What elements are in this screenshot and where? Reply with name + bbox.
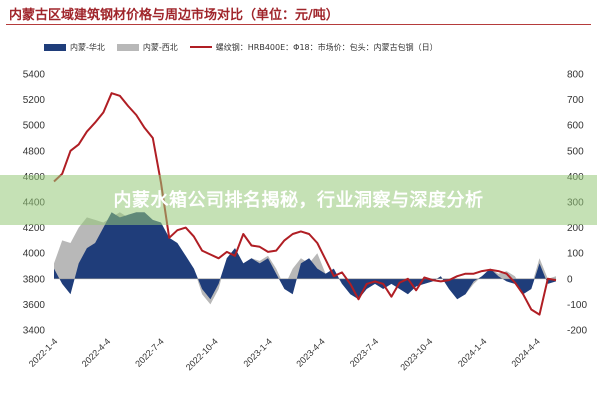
x-tick-label: 2024-4-4 <box>509 336 542 369</box>
right-tick-label: 700 <box>567 95 584 106</box>
legend-swatch-price <box>189 46 212 48</box>
legend: 内蒙-华北 内蒙-西北 螺纹钢：HRB400E：Φ18：市场价：包头：内蒙古包钢… <box>44 40 450 54</box>
left-tick-label: 3400 <box>23 326 46 337</box>
legend-swatch-north <box>44 43 66 51</box>
x-tick-label: 2024-1-4 <box>456 336 489 369</box>
left-tick-label: 5400 <box>23 70 46 81</box>
right-tick-label: 500 <box>567 146 584 157</box>
chart-title: 内蒙古区域建筑钢材价格与周边市场对比（单位：元/吨） <box>9 8 339 23</box>
legend-item-price: 螺纹钢：HRB400E：Φ18：市场价：包头：内蒙古包钢（日） <box>189 42 438 53</box>
x-axis: 2022-1-4 2022-4-4 2022-7-4 2022-10-4 2023-1-… <box>27 336 542 372</box>
right-tick-label: 600 <box>567 121 584 132</box>
x-tick-label: 2022-7-4 <box>133 336 166 369</box>
x-tick-label: 2023-1-4 <box>241 336 274 369</box>
right-tick-label: 100 <box>567 249 584 260</box>
x-tick-label: 2023-4-4 <box>294 336 327 369</box>
left-tick-label: 3600 <box>23 300 46 311</box>
right-tick-label: 200 <box>567 223 584 234</box>
price-line-path <box>53 92 557 316</box>
legend-label-price: 螺纹钢：HRB400E：Φ18：市场价：包头：内蒙古包钢（日） <box>215 42 438 52</box>
left-tick-label: 4000 <box>23 249 46 260</box>
legend-item-north: 内蒙-华北 <box>44 42 105 53</box>
right-tick-label: -200 <box>567 326 587 337</box>
x-tick-label: 2023-7-4 <box>348 336 381 369</box>
left-tick-label: 5200 <box>23 95 46 106</box>
title-divider <box>6 24 591 25</box>
left-tick-label: 4200 <box>23 223 46 234</box>
left-tick-label: 5000 <box>23 121 46 132</box>
right-tick-label: 0 <box>567 274 573 285</box>
x-tick-label: 2022-1-4 <box>27 336 60 369</box>
overlay-banner <box>0 175 597 225</box>
right-tick-label: -100 <box>567 300 587 311</box>
legend-swatch-west <box>116 43 139 51</box>
series-price-line <box>53 92 557 316</box>
right-tick-label: 800 <box>567 70 584 81</box>
banner-text: 内蒙水箱公司排名揭秘，行业洞察与深度分析 <box>113 190 484 211</box>
series-north-area <box>54 212 556 300</box>
x-tick-label: 2022-10-4 <box>184 336 220 372</box>
x-tick-label: 2022-4-4 <box>80 336 113 369</box>
north-area-path <box>54 212 556 300</box>
legend-item-west: 内蒙-西北 <box>116 42 178 53</box>
x-tick-label: 2023-10-4 <box>398 336 434 372</box>
left-tick-label: 3800 <box>23 274 46 285</box>
legend-label-north: 内蒙-华北 <box>70 42 105 52</box>
left-tick-label: 4800 <box>23 146 46 157</box>
legend-label-west: 内蒙-西北 <box>142 42 178 52</box>
